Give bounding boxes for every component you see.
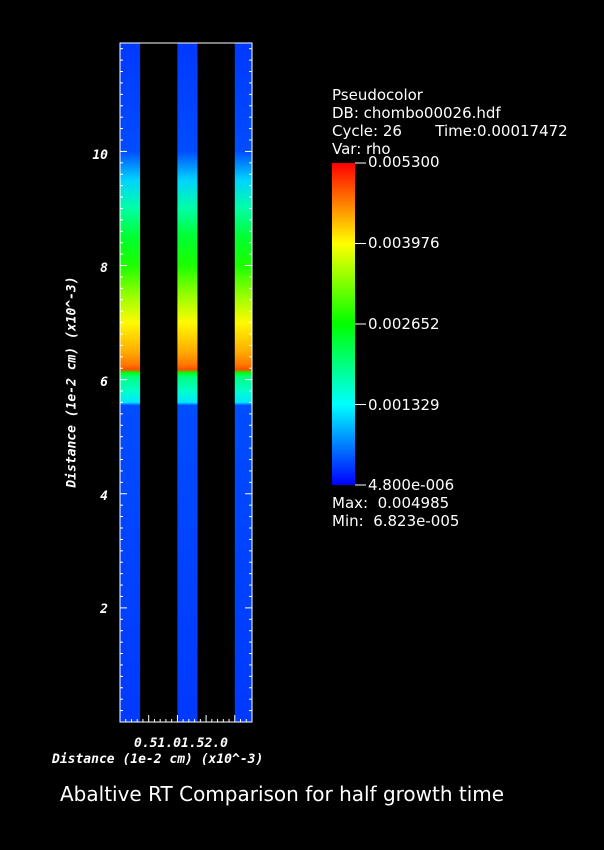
y-tick-label: 6 bbox=[100, 375, 108, 390]
colorbar-ticks-group bbox=[355, 162, 366, 486]
colorbar bbox=[332, 163, 355, 485]
legend-max: Max: 0.004985 bbox=[332, 494, 450, 512]
colorbar-label-2: 0.003976 bbox=[368, 234, 440, 252]
y-tick-label: 2 bbox=[100, 602, 108, 617]
data-strips-group bbox=[120, 43, 252, 722]
colorbar-label-min: 4.800e-006 bbox=[368, 476, 455, 494]
legend-db: DB: chombo00026.hdf bbox=[332, 104, 501, 122]
y-tick-label: 8 bbox=[100, 261, 108, 276]
colorbar-label-max: 0.005300 bbox=[368, 153, 440, 171]
colorbar-label-3: 0.002652 bbox=[368, 315, 440, 333]
y-axis-title: Distance (1e-2 cm) (x10^-3) bbox=[64, 276, 80, 488]
legend-min: Min: 6.823e-005 bbox=[332, 512, 460, 530]
plot-frame bbox=[119, 42, 253, 723]
data-strip bbox=[177, 43, 198, 722]
data-strip bbox=[234, 43, 252, 722]
y-tick-label: 10 bbox=[92, 148, 108, 163]
colorbar-label-4: 0.001329 bbox=[368, 396, 440, 414]
y-tick-label: 4 bbox=[100, 489, 108, 504]
x-tick-labels: 0.51.01.52.0 bbox=[134, 736, 228, 751]
legend-cycle-time: Cycle: 26 Time:0.00017472 bbox=[332, 122, 568, 140]
legend-var: Var: rho bbox=[332, 140, 391, 158]
legend-plot-type: Pseudocolor bbox=[332, 86, 423, 104]
tick-marks-group bbox=[120, 48, 252, 722]
x-axis-title: Distance (1e-2 cm) (x10^-3) bbox=[52, 752, 264, 767]
data-strip bbox=[120, 43, 141, 722]
plot-caption: Abaltive RT Comparison for half growth t… bbox=[60, 782, 505, 806]
